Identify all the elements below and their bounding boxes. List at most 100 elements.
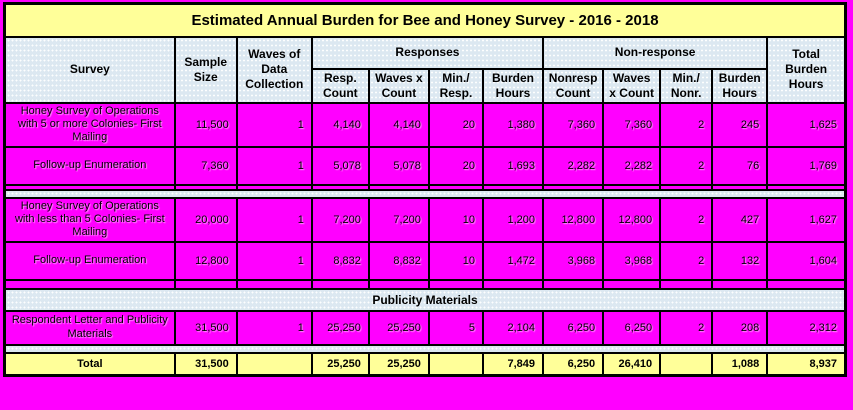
- table-cell: 4,140: [310, 101, 370, 148]
- table-cell: 20,000: [173, 196, 238, 243]
- col-header-nonresp-count: Nonresp Count: [542, 67, 605, 104]
- spacer-cell: [542, 278, 605, 290]
- table-cell: 12,800: [602, 196, 662, 243]
- spacer-cell: [235, 278, 313, 290]
- header-row-sub: Resp. Count Waves x Count Min./ Resp. Bu…: [5, 67, 846, 104]
- table-cell: 427: [711, 196, 769, 243]
- table-cell: 2,282: [542, 145, 605, 186]
- spacer-cell: [427, 183, 484, 191]
- spacer-cell: [711, 278, 769, 290]
- table-cell: 1: [235, 240, 313, 281]
- col-group-non-response: Non-response: [542, 35, 769, 70]
- table-row: Respondent Letter and Publicity Material…: [3, 309, 847, 346]
- table-cell: 7,200: [310, 196, 370, 243]
- survey-label: Respondent Letter and Publicity Material…: [3, 309, 176, 346]
- total-cell: 6,250: [542, 351, 605, 377]
- spacer-cell: [3, 343, 847, 354]
- spacer-cell: [659, 183, 714, 191]
- spacer-cell: [367, 183, 430, 191]
- spacer-cell: [542, 183, 605, 191]
- spacer-cell: [310, 278, 370, 290]
- table-cell: 2: [659, 101, 714, 148]
- table-cell: 1: [235, 196, 313, 243]
- table-cell: 7,200: [367, 196, 430, 243]
- table-cell: 1,380: [481, 101, 545, 148]
- spacer-cell: [711, 183, 769, 191]
- table-cell: 132: [711, 240, 769, 281]
- table-row: Follow-up Enumeration 12,800 1 8,832 8,8…: [3, 240, 847, 281]
- table-cell: 10: [427, 196, 484, 243]
- col-header-min-nonr: Min./ Nonr.: [659, 67, 714, 104]
- header-row-groups: Survey Sample Size Waves of Data Collect…: [3, 35, 847, 104]
- spacer-cell: [766, 183, 847, 191]
- table-cell: 25,250: [367, 309, 430, 346]
- total-cell: 8,937: [766, 351, 847, 377]
- total-cell: [659, 351, 714, 377]
- table-cell: 76: [711, 145, 769, 186]
- col-header-resp-burden-hours: Burden Hours: [481, 67, 545, 104]
- table-cell: 1,200: [481, 196, 545, 243]
- table-cell: 8,832: [367, 240, 430, 281]
- col-header-resp-waves-x-count: Waves x Count: [367, 67, 430, 104]
- total-cell: [427, 351, 484, 377]
- col-header-survey: Survey: [3, 35, 176, 104]
- col-header-min-resp: Min./ Resp.: [427, 67, 484, 104]
- table-cell: 1: [235, 101, 313, 148]
- table-row: Honey Survey of Operations with 5 or mor…: [3, 101, 847, 148]
- table-cell: 1,693: [481, 145, 545, 186]
- spacer-row-blue: [3, 188, 847, 199]
- spacer-cell: [3, 188, 847, 199]
- burden-table: Estimated Annual Burden for Bee and Hone…: [3, 2, 847, 377]
- table-cell: 31,500: [173, 309, 238, 346]
- col-header-nonresp-burden-hours: Burden Hours: [711, 67, 769, 104]
- table-cell: 1,472: [481, 240, 545, 281]
- table-cell: 4,140: [367, 101, 430, 148]
- table-cell: 3,968: [542, 240, 605, 281]
- spacer-cell: [602, 278, 662, 290]
- table-cell: 1,604: [766, 240, 847, 281]
- section-header: Publicity Materials: [3, 287, 847, 312]
- table-cell: 2,282: [602, 145, 662, 186]
- survey-label: Follow-up Enumeration: [3, 240, 176, 281]
- total-cell: [235, 351, 313, 377]
- section-header-row: Publicity Materials: [3, 287, 847, 312]
- table-cell: 208: [711, 309, 769, 346]
- table-cell: 2: [659, 196, 714, 243]
- table-cell: 7,360: [173, 145, 238, 186]
- table-cell: 245: [711, 101, 769, 148]
- table-cell: 1,625: [766, 101, 847, 148]
- spacer-row-blue: [3, 343, 847, 354]
- table-cell: 6,250: [542, 309, 605, 346]
- spacer-cell: [427, 278, 484, 290]
- table-cell: 2,104: [481, 309, 545, 346]
- table-cell: 3,968: [602, 240, 662, 281]
- table-cell: 2: [659, 309, 714, 346]
- spacer-cell: [481, 278, 545, 290]
- spacer-cell: [173, 183, 238, 191]
- table-cell: 5: [427, 309, 484, 346]
- survey-label: Follow-up Enumeration: [3, 145, 176, 186]
- table-cell: 5,078: [367, 145, 430, 186]
- spacer-cell: [235, 183, 313, 191]
- spacer-row-magenta: [3, 183, 847, 191]
- table-cell: 1,627: [766, 196, 847, 243]
- table-cell: 12,800: [173, 240, 238, 281]
- table-cell: 1: [235, 309, 313, 346]
- total-cell: 25,250: [310, 351, 370, 377]
- table-cell: 20: [427, 101, 484, 148]
- total-cell: 31,500: [173, 351, 238, 377]
- spacer-cell: [766, 278, 847, 290]
- col-header-resp-count: Resp. Count: [310, 67, 370, 104]
- total-cell: 25,250: [367, 351, 430, 377]
- table-cell: 2: [659, 145, 714, 186]
- table-cell: 2,312: [766, 309, 847, 346]
- col-header-waves: Waves of Data Collection: [235, 35, 313, 104]
- spacer-cell: [173, 278, 238, 290]
- spacer-cell: [481, 183, 545, 191]
- total-cell: 7,849: [481, 351, 545, 377]
- total-label: Total: [3, 351, 176, 377]
- table-cell: 5,078: [310, 145, 370, 186]
- table-cell: 12,800: [542, 196, 605, 243]
- table-cell: 20: [427, 145, 484, 186]
